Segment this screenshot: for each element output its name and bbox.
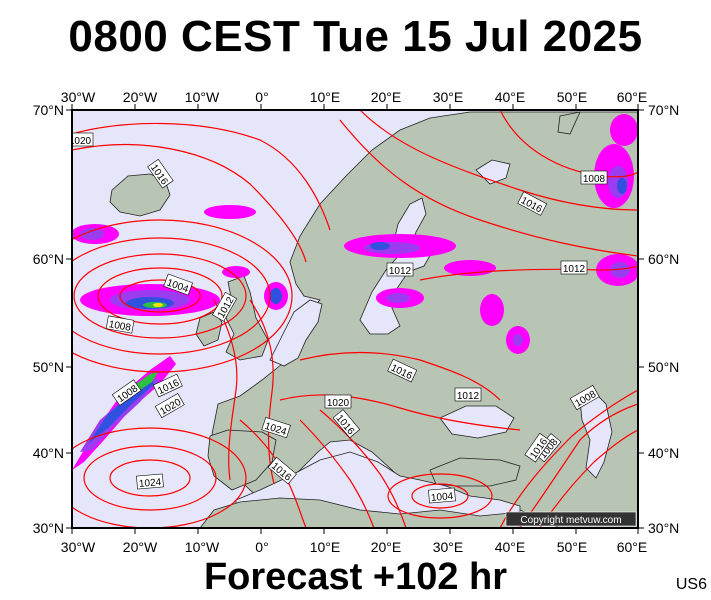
isobar-label: 1008 [108,319,132,334]
isobar-label: 1024 [139,477,163,490]
lon-label: 20°W [123,539,158,555]
lon-label: 10°W [185,539,220,555]
lat-label: 70°N [33,102,64,118]
frame-ticks [66,104,644,534]
lon-label: 50°E [557,539,588,555]
lat-label: 60°N [33,251,64,267]
lon-label: 10°E [310,539,341,555]
land-iceland [109,173,171,217]
precipitation [72,114,638,470]
isobar-label: 1020 [69,136,92,147]
land-novaya-zemlya [557,111,581,135]
top-longitude-labels: 30°W 20°W 10°W 0° 10°E 20°E 30°E 40°E 50… [61,89,647,105]
lon-label: 20°E [371,89,402,105]
land-turkey [429,457,521,487]
lon-label: 30°E [433,539,464,555]
black-sea [439,405,515,439]
lon-label: 0° [255,539,268,555]
isobar-label: 1020 [327,398,350,409]
lat-label: 30°N [33,520,64,536]
isobar-label: 1012 [563,264,586,275]
lon-label: 60°E [617,89,648,105]
land-masses [109,111,638,528]
isobar-label: 1004 [431,491,455,504]
lon-label: 40°E [495,89,526,105]
north-sea [269,299,323,367]
run-code: US6 [675,576,707,593]
lon-label: 30°W [61,539,96,555]
map-title: 0800 CEST Tue 15 Jul 2025 [68,12,643,61]
lon-label: 60°E [617,539,648,555]
map-frame [71,109,639,529]
lon-label: 10°E [310,89,341,105]
lon-label: 0° [255,89,268,105]
lat-label: 50°N [33,359,64,375]
lon-label: 50°E [557,89,588,105]
copyright-box: Copyright metvuw.com [505,511,637,527]
lon-label: 30°W [61,89,96,105]
isobar-label: 1012 [389,266,412,277]
lat-label: 70°N [648,102,679,118]
copyright-text: Copyright metvuw.com [520,515,621,526]
lat-label: 50°N [648,359,679,375]
isobar-labels: 1020 1016 1016 1016 1012 1012 1004 1012 … [69,132,608,504]
bottom-longitude-labels: 30°W 20°W 10°W 0° 10°E 20°E 30°E 40°E 50… [61,539,647,555]
lat-label: 30°N [648,520,679,536]
lon-label: 10°W [185,89,220,105]
lat-label: 40°N [33,445,64,461]
lon-label: 20°W [123,89,158,105]
lat-label: 60°N [648,251,679,267]
isobar-label: 1012 [457,391,480,402]
forecast-label: Forecast +102 hr [203,556,508,598]
left-latitude-labels: 70°N 60°N 50°N 40°N 30°N [33,102,64,536]
isobar-label: 1008 [583,174,606,185]
lon-label: 30°E [433,89,464,105]
lon-label: 40°E [495,539,526,555]
right-latitude-labels: 70°N 60°N 50°N 40°N 30°N [648,102,679,536]
lon-label: 20°E [371,539,402,555]
lat-label: 40°N [648,445,679,461]
